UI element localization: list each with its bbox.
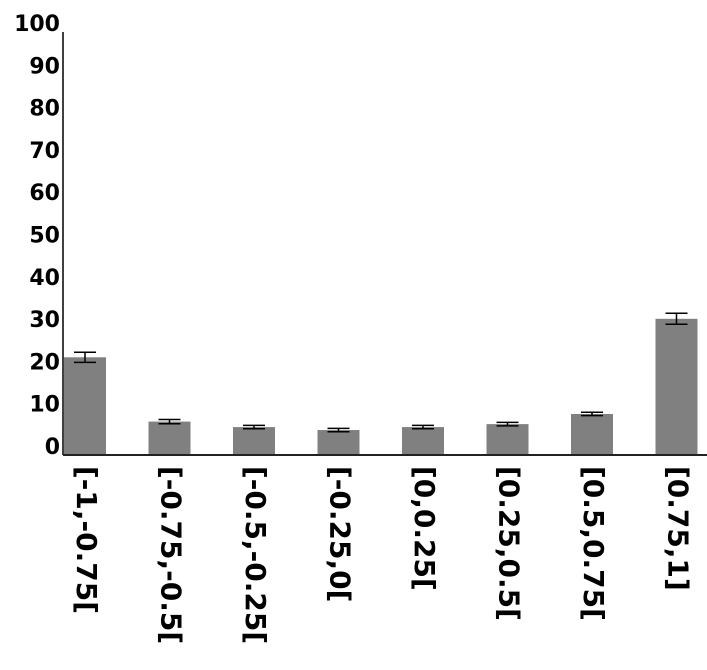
x-tick-label: [-1,-0.75[ — [70, 466, 103, 614]
x-tick-label: [-0.75,-0.5[ — [155, 466, 188, 644]
bar — [486, 424, 529, 455]
bar — [317, 430, 360, 455]
y-tick-label: 60 — [29, 181, 60, 206]
x-tick-label: [0,0.25[ — [408, 466, 441, 591]
bar — [655, 318, 698, 455]
bar — [148, 421, 191, 455]
y-tick-label: 30 — [29, 308, 60, 333]
x-tick-label: [0.5,0.75[ — [577, 466, 610, 621]
bar — [571, 413, 613, 455]
y-tick-label: 70 — [29, 139, 60, 164]
bar — [64, 357, 106, 455]
y-tick-label: 80 — [29, 97, 60, 122]
y-tick-label: 0 — [45, 435, 60, 460]
bar — [402, 427, 444, 455]
bar — [233, 427, 275, 455]
x-tick-label: [-0.5,-0.25[ — [239, 466, 272, 644]
x-tick-label: [0.75,1] — [662, 466, 695, 591]
x-tick-label: [0.25,0.5[ — [493, 466, 526, 621]
y-tick-label: 20 — [29, 350, 60, 375]
y-tick-label: 90 — [29, 54, 60, 79]
y-tick-label: 100 — [14, 12, 60, 37]
y-tick-label: 50 — [29, 224, 60, 249]
y-tick-label: 40 — [29, 266, 60, 291]
x-tick-label: [-0.25,0[ — [324, 466, 357, 602]
y-tick-label: 10 — [29, 393, 60, 418]
